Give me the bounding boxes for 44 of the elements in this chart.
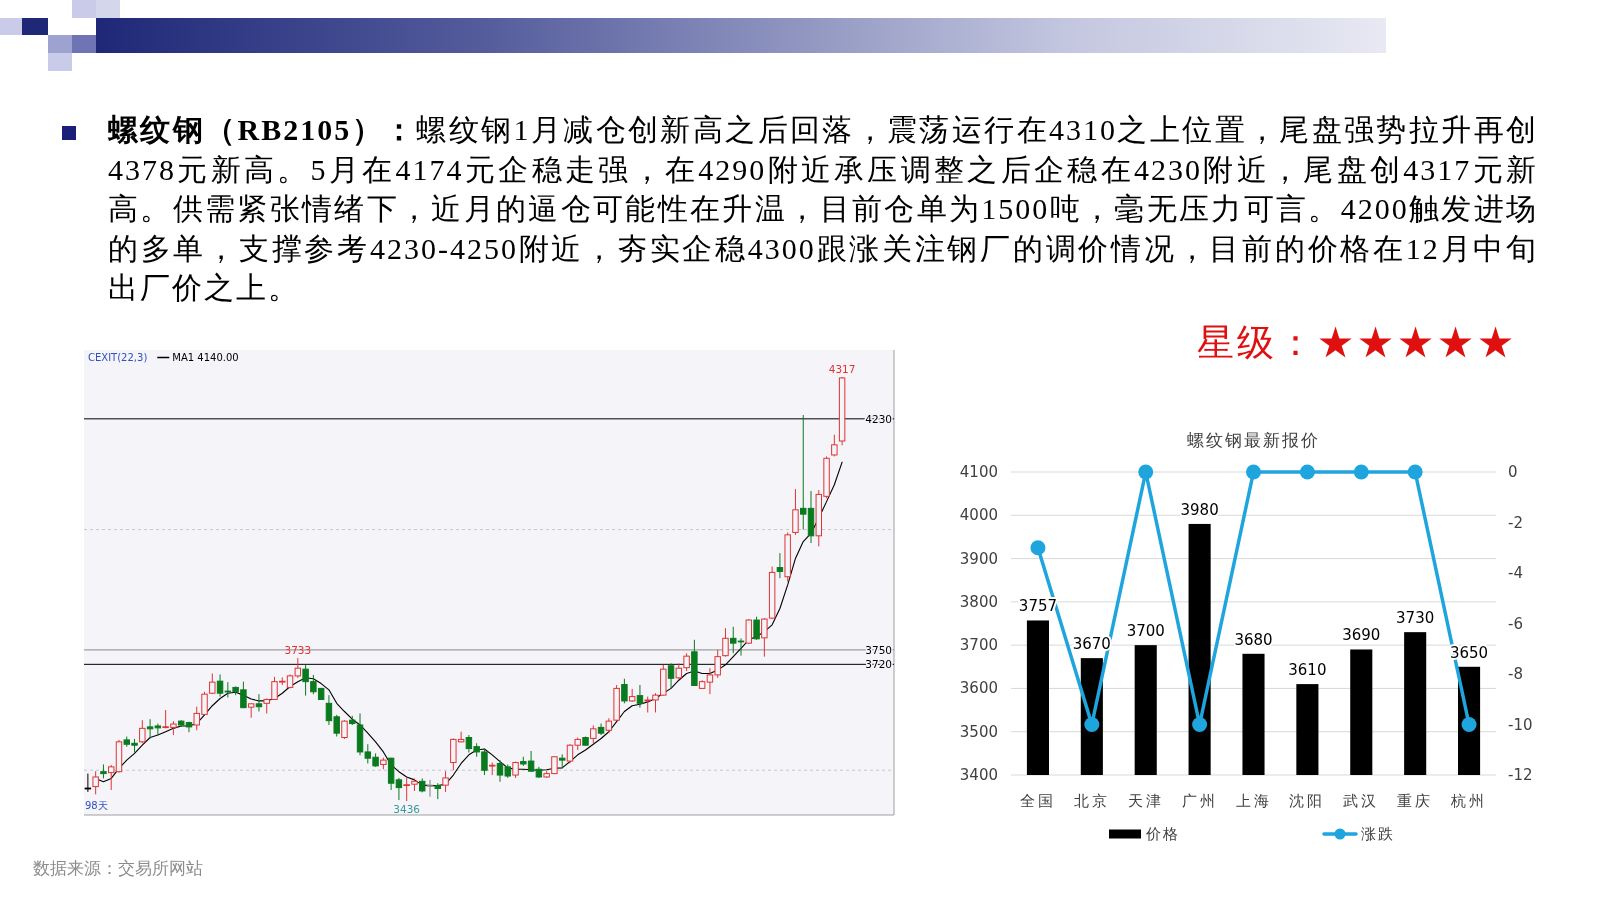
y-tick-label: 3400 — [959, 766, 998, 784]
y-tick-label: 3900 — [959, 549, 998, 568]
y-tick-label: 3600 — [959, 679, 998, 698]
x-tick-label: 重庆 — [1397, 793, 1434, 809]
title: 螺纹钢最新报价 — [1187, 431, 1320, 450]
y-tick-label: 4100 — [959, 463, 998, 481]
price-label: 4317 — [828, 362, 856, 375]
data-label: 3980 — [1180, 500, 1219, 519]
x-tick-label: 沈阳 — [1289, 793, 1326, 809]
y2-tick-label: -12 — [1508, 766, 1533, 784]
x-tick-label: 杭州 — [1451, 793, 1488, 809]
title: 螺纹钢（RB2105）： — [108, 113, 417, 146]
x-tick-label: 全国 — [1019, 793, 1056, 809]
data-label: 3680 — [1234, 630, 1273, 649]
x-tick-label: 广州 — [1181, 793, 1218, 809]
data-label: 3610 — [1288, 661, 1327, 680]
y-tick-label: 3800 — [959, 592, 998, 611]
data-label: 3700 — [1126, 622, 1165, 641]
y-tick-label: 3700 — [959, 636, 998, 655]
data-label: 3690 — [1342, 626, 1381, 645]
y2-tick-label: -10 — [1508, 715, 1533, 734]
legend-label: 价格 — [1146, 826, 1180, 842]
y2-tick-label: -8 — [1508, 665, 1523, 683]
x-tick-label: 武汉 — [1343, 793, 1380, 809]
y2-tick-label: -4 — [1508, 564, 1523, 582]
legend-label: MA1 4140.00 — [172, 352, 239, 363]
indicator-label: CEXIT(22,3) — [88, 352, 148, 363]
y-tick-label: 3750 — [865, 643, 892, 656]
y2-tick-label: -6 — [1508, 614, 1523, 633]
source-note: 数据来源：交易所网站 — [33, 858, 203, 880]
rating: 星级：★★★★★ — [1197, 321, 1517, 365]
x-tick-label: 北京 — [1073, 793, 1110, 809]
x-tick-label: 上海 — [1235, 793, 1272, 809]
period-label: 98天 — [85, 800, 108, 811]
data-label: 3730 — [1396, 609, 1435, 628]
price-label: 3436 — [393, 803, 421, 816]
y-tick-label: 4000 — [959, 506, 998, 525]
y-tick-label: 3500 — [959, 722, 998, 741]
y2-tick-label: -2 — [1508, 513, 1523, 532]
price-label: 3733 — [284, 644, 312, 657]
x-tick-label: 天津 — [1127, 793, 1164, 809]
legend-label: 涨跌 — [1361, 826, 1395, 842]
y2-tick-label: 0 — [1508, 463, 1518, 481]
subtitle: 螺纹钢（RB2105）：螺纹钢1月减仓创新高之后回落，震荡运行在4310之上位置，尾盘强势拉升再创4378元新高。5月在4174元企稳走强，在4290附近承压调整之后企稳在4230附近，尾盘创4317元新高。供需紧张情绪下，近月的逼仓可能性在升温，目前仓单为1500吨，毫无压力可言。4200触发进场的多单，支撑参考4230-4250附近，夯实企稳4300跟涨关注钢厂的调价情况，目前的价格在12月中旬出厂价之上。 — [108, 112, 1538, 306]
